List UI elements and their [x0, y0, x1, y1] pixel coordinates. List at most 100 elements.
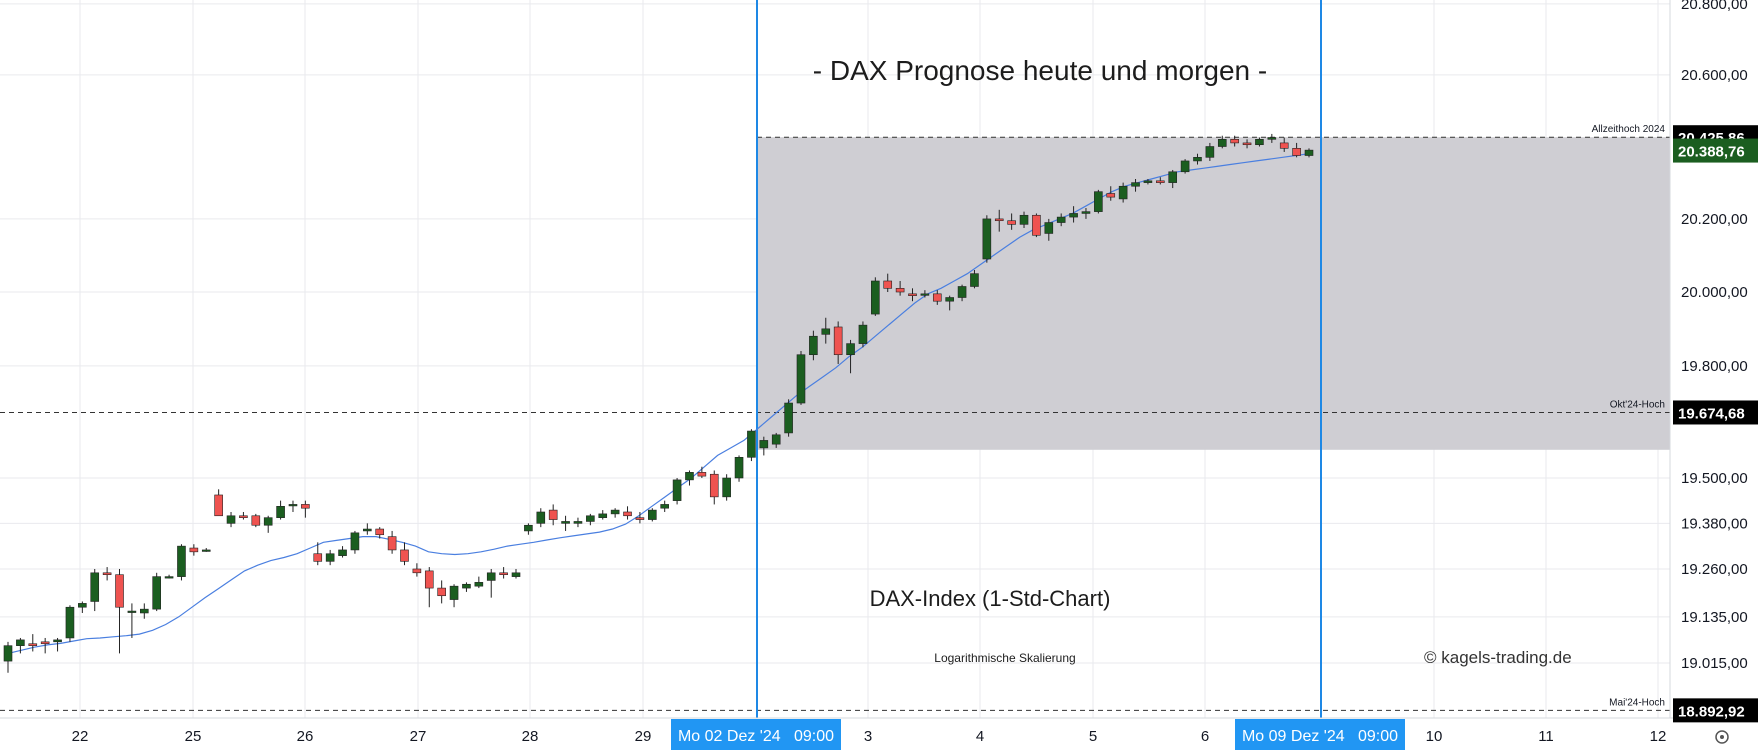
- y-axis[interactable]: 20.800,00 20.600,00 20.200,00 20.000,00 19.8…: [1681, 0, 1748, 672]
- candle: [3, 641, 13, 673]
- candle-body: [672, 479, 682, 501]
- candle: [486, 568, 496, 598]
- candle: [548, 504, 558, 526]
- candle-body: [598, 513, 608, 518]
- candle-body: [871, 280, 880, 315]
- candle-body: [251, 515, 261, 526]
- candle-body: [858, 324, 868, 344]
- candle: [784, 399, 793, 437]
- x-tick-label: 22: [72, 728, 89, 745]
- candle: [536, 508, 546, 528]
- candle-body: [449, 585, 459, 600]
- candle-body: [40, 641, 50, 645]
- candle: [1180, 159, 1190, 174]
- candle: [177, 544, 186, 581]
- price-level-note: Okt'24-Hoch: [1610, 399, 1665, 410]
- candle: [1094, 189, 1103, 214]
- candle-body: [648, 509, 657, 520]
- watermark: © kagels-trading.de: [1424, 648, 1572, 667]
- candle: [734, 455, 744, 482]
- candle: [796, 351, 806, 405]
- candle-body: [325, 553, 335, 562]
- candle-body: [945, 297, 954, 302]
- candle: [226, 511, 236, 528]
- candle-body: [474, 582, 484, 587]
- candle: [288, 500, 298, 512]
- settings-gear-icon[interactable]: [1715, 730, 1729, 744]
- candle: [747, 429, 756, 462]
- candle: [685, 470, 694, 486]
- candle: [1143, 179, 1153, 185]
- candle-body: [1230, 139, 1239, 144]
- candle: [1032, 213, 1041, 238]
- candle: [1081, 207, 1091, 219]
- candle: [846, 339, 855, 374]
- candle: [1131, 179, 1140, 192]
- candle-body: [201, 549, 211, 552]
- candle-body: [895, 288, 905, 293]
- chart-title: - DAX Prognose heute und morgen -: [813, 55, 1267, 86]
- candle-body: [1032, 214, 1041, 236]
- y-tick-label: 20.200,00: [1681, 211, 1748, 228]
- candle-body: [1267, 137, 1277, 140]
- candle: [957, 284, 967, 302]
- candle-body: [78, 603, 87, 608]
- candle: [1069, 206, 1078, 223]
- candle-body: [226, 515, 236, 524]
- candle: [437, 580, 446, 604]
- candle: [139, 603, 149, 619]
- candle: [499, 567, 508, 579]
- candle-body: [1007, 220, 1016, 225]
- candle: [982, 215, 992, 263]
- x-tick-label: 10: [1426, 728, 1443, 745]
- chart-subtitle: DAX-Index (1-Std-Chart): [870, 586, 1111, 611]
- candle: [1007, 213, 1016, 230]
- candle-body: [796, 354, 806, 404]
- candle-body: [610, 509, 620, 515]
- candle-body: [982, 218, 992, 260]
- candle-body: [1255, 139, 1264, 146]
- candle: [932, 290, 942, 305]
- candle-body: [65, 606, 75, 639]
- x-axis[interactable]: 22 25 26 27 28 29 3 4 5 6 10 11 12: [72, 728, 1667, 745]
- x-tick-label: 4: [976, 728, 984, 745]
- price-label-bg: [1673, 400, 1758, 425]
- moving-average-line: [7, 153, 1310, 654]
- candle-body: [400, 549, 409, 562]
- price-label-bg: [1673, 138, 1758, 163]
- candlesticks: [3, 133, 1314, 673]
- candle: [1292, 142, 1301, 158]
- candle: [1205, 142, 1215, 161]
- candle: [40, 637, 50, 654]
- candle-body: [115, 574, 124, 608]
- candle-body: [102, 572, 112, 576]
- candle-body: [1106, 193, 1116, 198]
- candle-body: [16, 639, 25, 646]
- candle: [28, 634, 38, 652]
- candle-body: [734, 457, 744, 479]
- candle-body: [846, 343, 855, 356]
- candle: [908, 288, 917, 302]
- candle: [127, 603, 137, 638]
- candle: [1056, 213, 1066, 227]
- y-tick-label: 20.000,00: [1681, 284, 1748, 301]
- candle: [883, 273, 893, 292]
- candle: [1267, 133, 1277, 143]
- candle-body: [524, 524, 533, 532]
- x-tick-label: 27: [410, 728, 427, 745]
- candle: [1304, 148, 1314, 158]
- candle: [945, 295, 954, 311]
- candle-body: [1118, 185, 1128, 200]
- candle-body: [3, 645, 13, 662]
- candle: [586, 513, 595, 526]
- x-highlight-text: Mo 02 Dez '24 09:00: [678, 728, 834, 745]
- candle-body: [486, 572, 496, 581]
- candle-body: [177, 545, 186, 577]
- candle-body: [424, 570, 434, 589]
- candle: [858, 321, 868, 348]
- candle-body: [809, 335, 818, 356]
- candle: [871, 277, 880, 316]
- candle-body: [511, 572, 521, 577]
- candle: [821, 317, 831, 344]
